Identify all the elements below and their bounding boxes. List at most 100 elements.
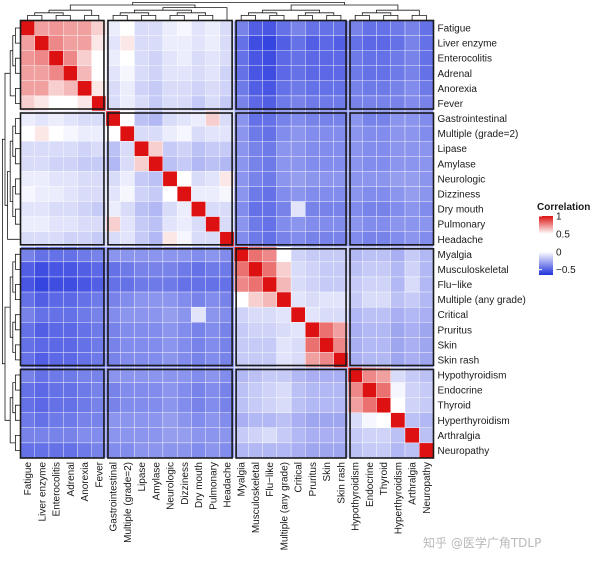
dendrogram-branch: [2, 138, 5, 365]
heatmap-cell: [148, 322, 164, 338]
heatmap-cell: [305, 261, 320, 278]
dendrogram-branch: [15, 27, 18, 44]
heatmap-cell: [63, 322, 78, 338]
heatmap-cell: [162, 186, 178, 202]
row-label: Thyroid: [438, 401, 471, 412]
heatmap-cell: [205, 156, 221, 172]
column-label: Enterocolitis: [52, 462, 63, 516]
color-legend: Correlation 1 0.5 0 −0.5: [537, 202, 590, 276]
heatmap-cell: [390, 306, 406, 323]
heatmap-cell: [305, 337, 320, 353]
heatmap-cell: [362, 156, 377, 172]
heatmap-cell: [34, 261, 50, 278]
heatmap-cell: [276, 171, 292, 187]
heatmap-cell: [305, 141, 320, 157]
dendrogram-branch: [383, 15, 399, 18]
heatmap-cell: [390, 322, 406, 338]
heatmap-cell: [134, 322, 149, 338]
heatmap-cell: [419, 50, 434, 66]
heatmap-cell: [262, 216, 278, 232]
heatmap-cell: [205, 382, 221, 398]
heatmap-cell: [63, 412, 78, 429]
heatmap-cell: [77, 397, 92, 413]
heatmap-cell: [63, 141, 78, 157]
heatmap-cell: [276, 276, 292, 293]
heatmap-cell: [362, 80, 377, 97]
heatmap-cell: [248, 427, 263, 444]
heatmap-cell: [319, 291, 334, 308]
legend-tick-label: 0: [556, 247, 562, 258]
heatmap-cell: [404, 427, 420, 444]
heatmap-cell: [276, 412, 292, 429]
heatmap-cell: [63, 80, 78, 97]
heatmap-cell: [205, 322, 221, 338]
heatmap-cell: [20, 427, 35, 444]
heatmap-cell: [20, 50, 35, 66]
heatmap-cell: [77, 291, 92, 308]
heatmap-cell: [63, 156, 78, 172]
row-label: Hypothyroidism: [438, 371, 507, 382]
heatmap-cell: [276, 337, 292, 353]
heatmap-cell: [176, 306, 192, 323]
heatmap-cell: [276, 291, 292, 308]
heatmap-cell: [419, 276, 434, 293]
heatmap-cell: [404, 276, 420, 293]
heatmap-cell: [176, 35, 192, 51]
heatmap-cell: [319, 171, 334, 187]
dendrogram-branch: [27, 15, 43, 18]
heatmap-cell: [20, 322, 35, 338]
heatmap-cell: [134, 20, 149, 36]
heatmap-cell: [191, 337, 206, 353]
heatmap-cell: [419, 412, 434, 429]
heatmap-cell: [205, 412, 221, 429]
heatmap-cell: [162, 156, 178, 172]
heatmap-cell: [176, 261, 192, 278]
heatmap-cell: [419, 261, 434, 278]
heatmap-cell: [191, 216, 206, 232]
dendrogram-branch: [15, 178, 18, 195]
heatmap-cell: [248, 442, 263, 459]
heatmap-cell: [376, 80, 391, 97]
heatmap-cell: [319, 261, 334, 278]
heatmap-cell: [20, 306, 35, 323]
heatmap-cell: [419, 20, 434, 36]
column-label: Anorexia: [80, 462, 91, 502]
heatmap-cell: [191, 65, 206, 82]
legend-tick-label: 1: [556, 212, 562, 223]
heatmap-cell: [48, 306, 64, 323]
heatmap-cell: [419, 171, 434, 187]
heatmap-cell: [191, 397, 206, 413]
heatmap-cell: [362, 171, 377, 187]
heatmap-cell: [176, 276, 192, 293]
heatmap-cell: [290, 35, 306, 51]
heatmap-cell: [63, 186, 78, 202]
heatmap-cell: [162, 50, 178, 66]
heatmap-cell: [148, 427, 164, 444]
dendrogram-branch: [4, 306, 11, 421]
column-label: Pruritus: [308, 462, 319, 496]
heatmap-cell: [63, 291, 78, 308]
cluster-block: [107, 368, 233, 459]
heatmap-cell: [390, 35, 406, 51]
heatmap-cell: [77, 322, 92, 338]
column-label: Thyroid: [379, 462, 390, 495]
heatmap-cell: [290, 427, 306, 444]
heatmap-cell: [48, 156, 64, 172]
heatmap-cell: [148, 442, 164, 459]
dendrogram-branch: [15, 284, 18, 300]
heatmap-cell: [262, 141, 278, 157]
heatmap-cell: [319, 186, 334, 202]
heatmap-cell: [120, 337, 135, 353]
heatmap-cell: [305, 186, 320, 202]
heatmap-cell: [148, 186, 164, 202]
column-label: Pulmonary: [208, 462, 219, 510]
heatmap-cell: [148, 306, 164, 323]
dendrogram-branch: [112, 15, 128, 18]
heatmap-cell: [390, 50, 406, 66]
heatmap-cell: [276, 397, 292, 413]
heatmap-cell: [376, 322, 391, 338]
column-label: Liver enzyme: [37, 462, 48, 522]
heatmap-cell: [305, 427, 320, 444]
heatmap-cell: [290, 186, 306, 202]
